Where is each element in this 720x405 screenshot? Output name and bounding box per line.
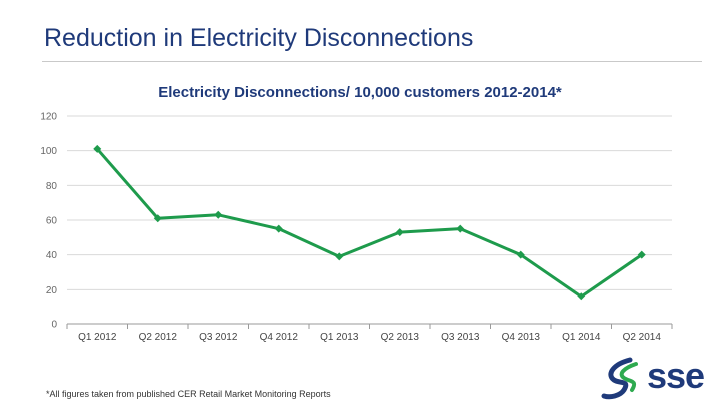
sse-logo: sse	[600, 355, 710, 400]
data-point	[93, 144, 102, 153]
x-tick-label: Q4 2013	[502, 332, 541, 343]
x-tick-label: Q2 2013	[381, 332, 420, 343]
title-divider	[42, 61, 702, 62]
y-tick-label: 60	[46, 216, 58, 227]
series-line	[96, 147, 643, 298]
y-tick-label: 40	[46, 250, 58, 261]
data-point	[335, 252, 344, 261]
y-tick-label: 100	[40, 146, 57, 157]
data-point	[274, 224, 283, 233]
data-point	[395, 228, 404, 237]
data-point	[637, 250, 646, 259]
slide-title: Reduction in Electricity Disconnections	[44, 24, 474, 52]
x-tick-label: Q3 2013	[441, 332, 480, 343]
x-tick-label: Q3 2012	[199, 332, 238, 343]
gridlines	[67, 115, 672, 290]
swirl-icon	[601, 357, 638, 400]
y-axis: 0 20 40 60 80 100 120	[40, 112, 57, 331]
x-tick-label: Q1 2012	[78, 332, 117, 343]
data-point	[516, 250, 525, 259]
data-point	[153, 214, 162, 223]
x-tick-label: Q1 2013	[320, 332, 359, 343]
x-tick-label: Q2 2014	[623, 332, 662, 343]
x-tick-label: Q4 2012	[260, 332, 299, 343]
data-point	[214, 210, 223, 219]
data-point	[577, 292, 586, 301]
y-tick-label: 120	[40, 112, 57, 123]
logo-text: sse	[647, 355, 705, 396]
footnote: *All figures taken from published CER Re…	[46, 389, 331, 399]
series-group	[93, 144, 646, 301]
chart-title: Electricity Disconnections/ 10,000 custo…	[158, 84, 562, 101]
y-tick-label: 0	[51, 320, 57, 331]
x-tick-label: Q2 2012	[139, 332, 178, 343]
y-tick-label: 20	[46, 285, 58, 296]
x-tick-label: Q1 2014	[562, 332, 601, 343]
x-axis: Q1 2012 Q2 2012 Q3 2012 Q4 2012 Q1 2013 Q2 20…	[66, 323, 673, 343]
y-tick-label: 80	[46, 181, 58, 192]
data-point	[456, 224, 465, 233]
